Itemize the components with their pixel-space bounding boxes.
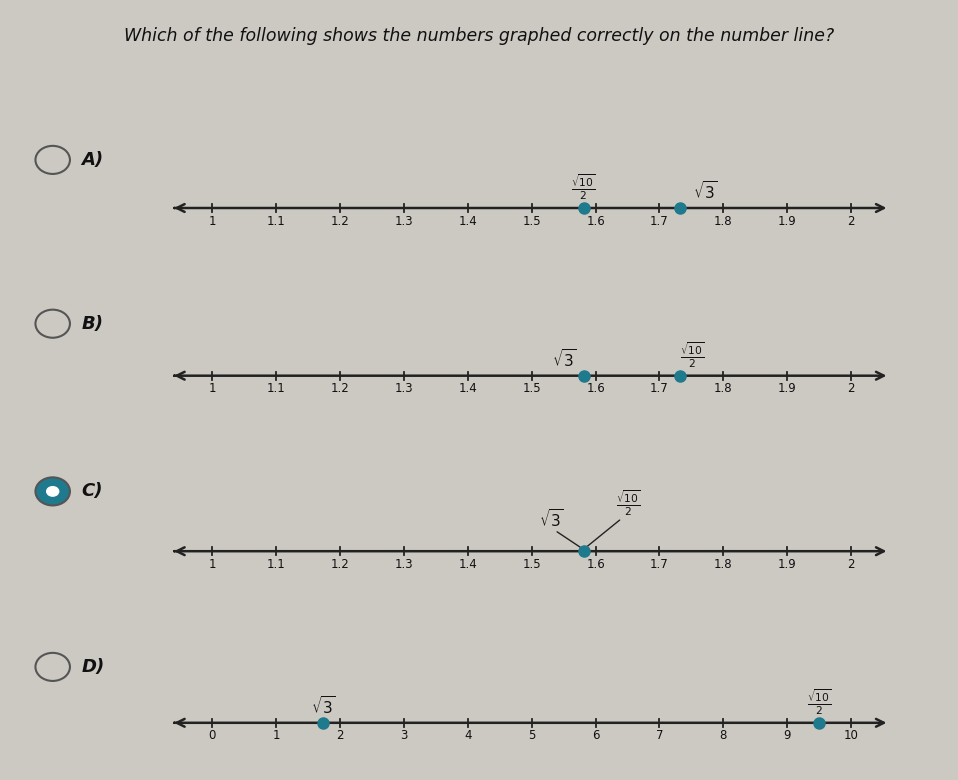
Text: $\sqrt{3}$: $\sqrt{3}$ [539, 508, 564, 530]
Text: 1.3: 1.3 [395, 215, 413, 228]
Text: $\sqrt{3}$: $\sqrt{3}$ [552, 348, 577, 370]
Text: 8: 8 [719, 729, 727, 743]
Text: 1.4: 1.4 [459, 382, 477, 395]
Text: 7: 7 [655, 729, 663, 743]
Text: 1.6: 1.6 [586, 558, 604, 571]
Text: 1.3: 1.3 [395, 382, 413, 395]
Text: D): D) [81, 658, 104, 676]
Text: 1.2: 1.2 [331, 215, 350, 228]
Text: $\frac{\sqrt{10}}{2}$: $\frac{\sqrt{10}}{2}$ [807, 687, 832, 717]
Text: 1: 1 [209, 215, 217, 228]
Text: 1.5: 1.5 [522, 382, 541, 395]
Text: 1: 1 [272, 729, 280, 743]
Text: 5: 5 [528, 729, 536, 743]
Text: 1.6: 1.6 [586, 382, 604, 395]
Text: 1.3: 1.3 [395, 558, 413, 571]
Text: $\sqrt{3}$: $\sqrt{3}$ [693, 180, 718, 202]
Text: 10: 10 [844, 729, 858, 743]
Text: 1.4: 1.4 [459, 215, 477, 228]
Text: 1.9: 1.9 [778, 382, 796, 395]
Text: 1.1: 1.1 [267, 382, 285, 395]
Text: 0: 0 [209, 729, 217, 743]
Text: 1.8: 1.8 [714, 382, 733, 395]
Text: 1.1: 1.1 [267, 215, 285, 228]
Text: 1.7: 1.7 [650, 215, 669, 228]
Text: B): B) [81, 314, 103, 333]
Text: $\frac{\sqrt{10}}{2}$: $\frac{\sqrt{10}}{2}$ [680, 340, 705, 370]
Text: 1.9: 1.9 [778, 215, 796, 228]
Text: 6: 6 [592, 729, 600, 743]
Text: $\frac{\sqrt{10}}{2}$: $\frac{\sqrt{10}}{2}$ [571, 172, 596, 202]
Text: 4: 4 [464, 729, 471, 743]
Text: 1.8: 1.8 [714, 558, 733, 571]
Text: 1.2: 1.2 [331, 382, 350, 395]
Text: 1.6: 1.6 [586, 215, 604, 228]
Text: Which of the following shows the numbers graphed correctly on the number line?: Which of the following shows the numbers… [124, 27, 834, 45]
Text: 2: 2 [847, 215, 855, 228]
Text: 2: 2 [336, 729, 344, 743]
Text: 3: 3 [400, 729, 408, 743]
Text: 1.7: 1.7 [650, 558, 669, 571]
Text: 9: 9 [784, 729, 791, 743]
Text: 1.5: 1.5 [522, 558, 541, 571]
Text: $\frac{\sqrt{10}}{2}$: $\frac{\sqrt{10}}{2}$ [616, 488, 641, 518]
Text: 1.9: 1.9 [778, 558, 796, 571]
Text: 1.1: 1.1 [267, 558, 285, 571]
Text: 1: 1 [209, 382, 217, 395]
Text: C): C) [81, 482, 103, 501]
Text: 2: 2 [847, 558, 855, 571]
Text: 2: 2 [847, 382, 855, 395]
Text: 1.2: 1.2 [331, 558, 350, 571]
Text: A): A) [81, 151, 103, 169]
Text: 1: 1 [209, 558, 217, 571]
Text: 1.5: 1.5 [522, 215, 541, 228]
Text: 1.4: 1.4 [459, 558, 477, 571]
Text: 1.8: 1.8 [714, 215, 733, 228]
Text: 1.7: 1.7 [650, 382, 669, 395]
Text: $\sqrt{3}$: $\sqrt{3}$ [310, 695, 335, 717]
